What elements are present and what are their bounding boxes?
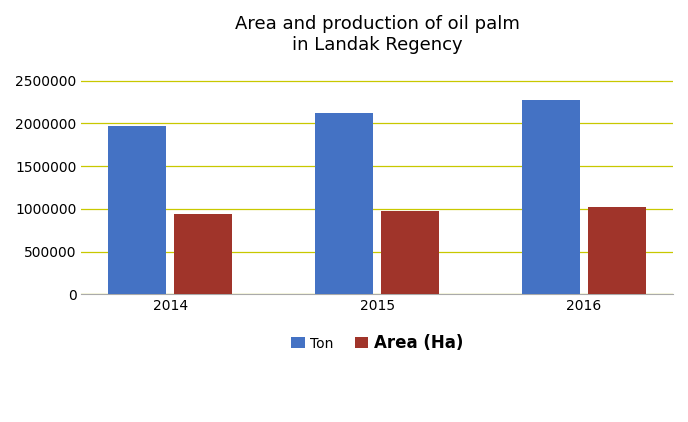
Bar — [174, 214, 233, 295]
Bar — [522, 100, 580, 295]
Bar — [588, 207, 646, 295]
Title: Area and production of oil palm
in Landak Regency: Area and production of oil palm in Landa… — [235, 15, 519, 54]
Bar — [315, 113, 373, 295]
Legend: Ton, Area (Ha): Ton, Area (Ha) — [291, 334, 463, 352]
Bar — [108, 126, 166, 295]
Bar — [381, 211, 439, 295]
